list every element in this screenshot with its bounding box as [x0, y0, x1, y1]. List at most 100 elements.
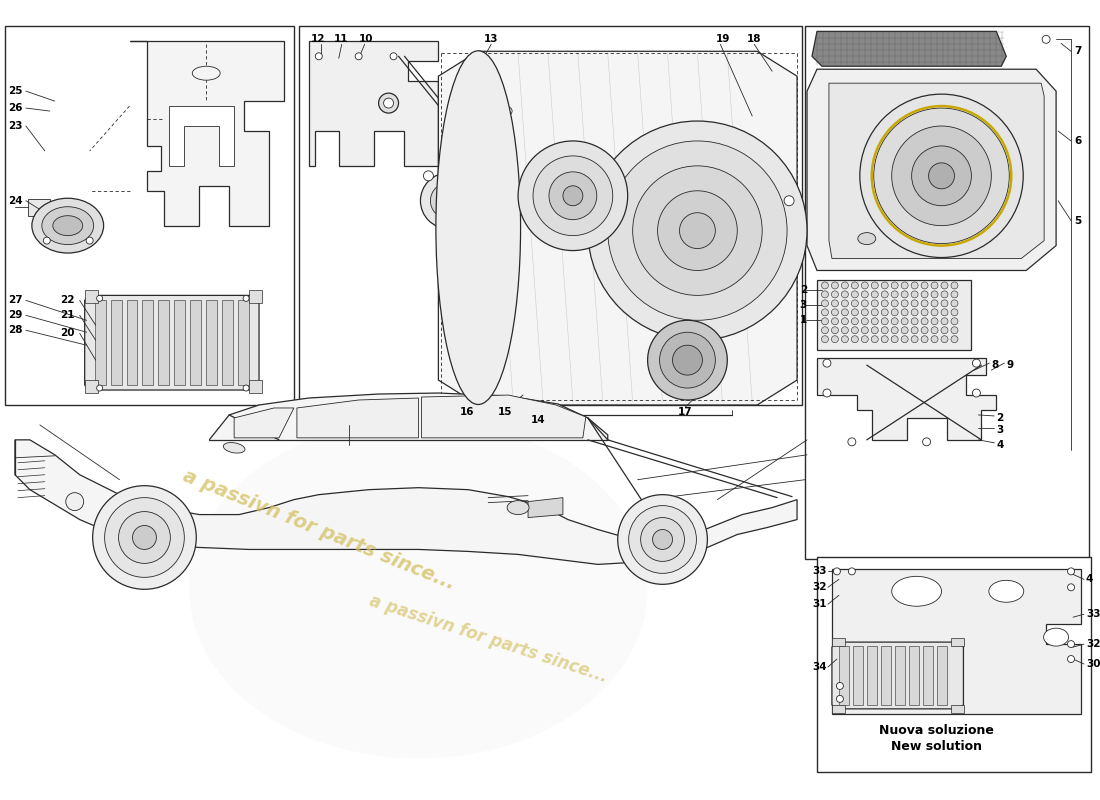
Circle shape: [931, 300, 938, 307]
Polygon shape: [111, 300, 122, 385]
Circle shape: [940, 318, 948, 325]
Circle shape: [952, 336, 958, 342]
Circle shape: [940, 291, 948, 298]
Circle shape: [891, 326, 899, 334]
Polygon shape: [249, 290, 262, 303]
Circle shape: [851, 326, 858, 334]
Circle shape: [928, 163, 955, 189]
Ellipse shape: [436, 50, 520, 405]
Polygon shape: [95, 300, 106, 385]
Circle shape: [832, 336, 838, 342]
Circle shape: [871, 309, 878, 316]
Ellipse shape: [989, 580, 1024, 602]
Circle shape: [355, 53, 362, 60]
Ellipse shape: [192, 66, 220, 80]
Text: 17: 17: [678, 407, 692, 417]
Circle shape: [618, 494, 707, 584]
Text: 18: 18: [747, 34, 761, 44]
Text: 33: 33: [1086, 610, 1100, 619]
Circle shape: [836, 682, 844, 690]
Circle shape: [931, 336, 938, 342]
Circle shape: [901, 336, 909, 342]
Circle shape: [921, 318, 928, 325]
Circle shape: [911, 291, 918, 298]
Circle shape: [842, 300, 848, 307]
Circle shape: [931, 282, 938, 289]
Circle shape: [952, 326, 958, 334]
Circle shape: [784, 196, 794, 206]
Polygon shape: [190, 300, 201, 385]
Text: 11: 11: [333, 34, 349, 44]
Circle shape: [316, 53, 322, 60]
Circle shape: [861, 300, 868, 307]
Circle shape: [901, 291, 909, 298]
Circle shape: [871, 318, 878, 325]
Polygon shape: [15, 440, 797, 564]
Circle shape: [972, 359, 980, 367]
Text: 22: 22: [59, 295, 75, 306]
Polygon shape: [439, 51, 798, 405]
Circle shape: [921, 326, 928, 334]
Circle shape: [832, 300, 838, 307]
Text: 6: 6: [1074, 136, 1081, 146]
Circle shape: [832, 291, 838, 298]
Circle shape: [911, 336, 918, 342]
Circle shape: [871, 291, 878, 298]
Polygon shape: [839, 646, 849, 705]
Text: 19: 19: [715, 34, 729, 44]
Circle shape: [911, 318, 918, 325]
Circle shape: [851, 282, 858, 289]
Circle shape: [632, 166, 762, 295]
Circle shape: [587, 121, 807, 340]
Circle shape: [842, 309, 848, 316]
Text: 2: 2: [997, 413, 1003, 423]
Circle shape: [384, 98, 394, 108]
Circle shape: [952, 291, 958, 298]
Polygon shape: [158, 300, 169, 385]
Polygon shape: [952, 638, 965, 646]
Bar: [299, 26, 802, 405]
Text: 32: 32: [1086, 639, 1100, 649]
Circle shape: [871, 326, 878, 334]
Circle shape: [881, 309, 888, 316]
Circle shape: [822, 300, 828, 307]
Circle shape: [1042, 35, 1050, 43]
Text: 15: 15: [498, 407, 513, 417]
Circle shape: [881, 300, 888, 307]
Circle shape: [901, 326, 909, 334]
Text: 10: 10: [359, 34, 373, 44]
Circle shape: [842, 336, 848, 342]
Polygon shape: [807, 70, 1056, 270]
Circle shape: [97, 295, 102, 302]
Circle shape: [842, 326, 848, 334]
Polygon shape: [206, 300, 217, 385]
Text: 25: 25: [8, 86, 22, 96]
Circle shape: [931, 326, 938, 334]
Circle shape: [836, 695, 844, 702]
Circle shape: [952, 318, 958, 325]
Circle shape: [842, 291, 848, 298]
Circle shape: [921, 309, 928, 316]
Circle shape: [940, 300, 948, 307]
Circle shape: [822, 318, 828, 325]
Circle shape: [243, 385, 249, 391]
Circle shape: [424, 171, 433, 181]
Polygon shape: [421, 395, 586, 438]
Bar: [817, 281, 971, 350]
Circle shape: [1068, 655, 1075, 662]
Circle shape: [940, 282, 948, 289]
Circle shape: [940, 336, 948, 342]
Circle shape: [430, 183, 466, 218]
Circle shape: [848, 438, 856, 446]
Polygon shape: [894, 646, 904, 705]
Circle shape: [563, 186, 583, 206]
Bar: [817, 558, 1091, 772]
Bar: [805, 26, 1089, 559]
Circle shape: [648, 320, 727, 400]
Circle shape: [891, 336, 899, 342]
Circle shape: [851, 336, 858, 342]
Circle shape: [832, 326, 838, 334]
Polygon shape: [528, 498, 563, 518]
Polygon shape: [222, 300, 233, 385]
Circle shape: [940, 309, 948, 316]
